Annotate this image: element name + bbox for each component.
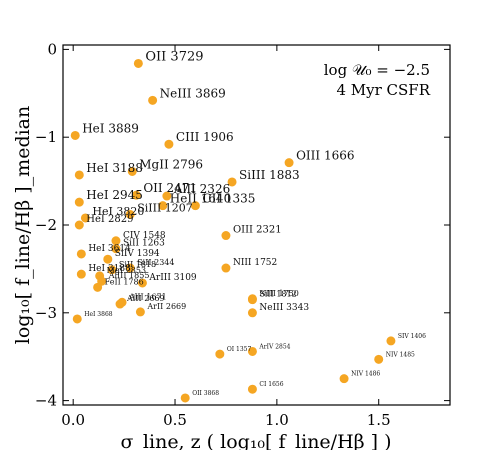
- point-label: OII 2471: [143, 181, 197, 195]
- point-label: CIII 1906: [176, 130, 234, 144]
- point-label: ArIV 2854: [258, 343, 290, 350]
- point-label: OI 1357: [227, 346, 252, 353]
- point-label: FeII 1786: [105, 277, 144, 286]
- data-point: [190, 201, 200, 211]
- data-point: [80, 213, 90, 223]
- data-point: [386, 336, 396, 346]
- x-tick-label: 1.0: [265, 411, 289, 429]
- data-point: [72, 314, 82, 324]
- data-point: [247, 384, 257, 394]
- data-point: [247, 346, 257, 356]
- y-axis-title: log₁₀[ f_line/Hβ ]_median: [12, 106, 34, 345]
- data-point: [117, 297, 127, 307]
- point-label: ArIII 3109: [148, 273, 197, 283]
- point-label: ArII 2669: [146, 302, 186, 311]
- data-point: [97, 276, 107, 286]
- data-point: [137, 278, 147, 288]
- point-label: OIII 2321: [233, 225, 282, 236]
- x-tick-label: 1.5: [367, 411, 391, 429]
- point-label: HeI 3820: [92, 205, 144, 218]
- point-label: HeI 3614: [88, 244, 131, 254]
- point-label: NeIII 3869: [160, 86, 226, 100]
- data-point: [74, 170, 84, 180]
- point-label: MgI 2853: [107, 266, 146, 275]
- point-label: OIII 1666: [296, 149, 354, 163]
- axis-ticks: 0.0 0.5 1.0 1.5 0 −1 −2 −3 −4: [35, 40, 450, 429]
- data-point: [339, 374, 349, 384]
- point-label: SiII 1812: [259, 290, 296, 299]
- data-point: [74, 220, 84, 230]
- data-point: [133, 58, 143, 68]
- point-label: SiIII 1207: [137, 201, 193, 214]
- data-point: [131, 190, 141, 200]
- point-label: HeI 3188: [86, 161, 143, 175]
- annotation-line-1: log 𝒰₀ = −2.5: [324, 61, 430, 79]
- data-point: [180, 393, 190, 403]
- x-tick-label: 0.5: [163, 411, 187, 429]
- point-label: AlIII 1855: [108, 271, 150, 280]
- point-label: HeI 3889: [82, 121, 139, 135]
- point-label: HeII 1640: [170, 192, 231, 206]
- point-label: SiII 1263: [123, 239, 165, 249]
- data-point: [125, 263, 135, 273]
- data-point: [127, 166, 137, 176]
- data-point: [284, 158, 294, 168]
- point-label: HeI 2829: [86, 214, 133, 225]
- point-label: NIII 1750: [259, 289, 298, 298]
- point-label: CI 1656: [259, 381, 283, 388]
- y-tick-label: −4: [35, 392, 57, 410]
- data-point: [215, 349, 225, 359]
- data-point: [111, 244, 121, 254]
- data-point: [158, 201, 168, 211]
- data-point: [164, 139, 174, 149]
- data-point: [374, 354, 384, 364]
- data-point: [227, 177, 237, 187]
- data-point: [221, 231, 231, 241]
- data-point: [135, 307, 145, 317]
- point-label: HeI 3188: [88, 264, 131, 274]
- point-label: SiIV 1394: [115, 249, 160, 259]
- data-point: [70, 130, 80, 140]
- point-label: AlII 2669: [126, 294, 165, 303]
- y-tick-label: −1: [35, 128, 57, 146]
- data-point: [221, 263, 231, 273]
- y-tick-label: 0: [47, 40, 57, 58]
- point-label: SiII 1818: [119, 260, 156, 269]
- point-label: NIV 1486: [351, 371, 380, 378]
- x-tick-label: 0.0: [61, 411, 85, 429]
- point-label: AlII 2326: [173, 182, 230, 196]
- point-label: AlII 1671: [128, 292, 167, 301]
- point-label: SiII 2344: [137, 258, 174, 267]
- point-label: OII 3729: [145, 49, 203, 64]
- data-points: [70, 58, 396, 403]
- data-point: [107, 265, 117, 275]
- data-point: [162, 191, 172, 201]
- x-axis-title: σ_line, z ( log₁₀[ f_line/Hβ ] ): [120, 431, 391, 450]
- point-label: CIV 1548: [123, 231, 166, 241]
- point-label: HeI 2945: [86, 188, 143, 202]
- data-point: [247, 308, 257, 318]
- point-label: HeI 3868: [84, 311, 113, 318]
- data-point: [148, 95, 158, 105]
- point-label: NeIII 3343: [259, 303, 309, 313]
- data-point: [247, 295, 257, 305]
- y-tick-label: −2: [35, 216, 57, 234]
- point-label: OII 3868: [192, 390, 219, 397]
- data-point: [76, 269, 86, 279]
- y-tick-label: −3: [35, 304, 57, 322]
- data-point: [125, 209, 135, 219]
- point-labels: OII 3729 NeIII 3869 HeI 3889 CIII 1906 OIII …: [82, 49, 426, 397]
- point-label: CII 1335: [202, 192, 255, 206]
- point-label: SIV 1406: [398, 333, 426, 340]
- point-label: MgII 2796: [139, 157, 203, 171]
- data-point: [103, 254, 113, 264]
- annotation-line-2: 4 Myr CSFR: [336, 81, 430, 99]
- data-point: [74, 197, 84, 207]
- point-label: SiIII 1883: [239, 168, 300, 182]
- data-point: [93, 282, 103, 292]
- point-label: NIII 1752: [233, 258, 277, 268]
- point-label: NIV 1485: [386, 351, 415, 358]
- data-point: [76, 249, 86, 259]
